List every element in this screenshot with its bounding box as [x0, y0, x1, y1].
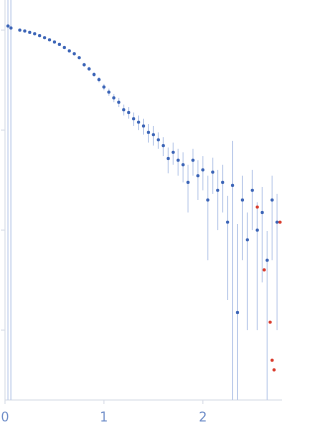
data-point — [171, 150, 175, 154]
data-point — [102, 85, 106, 89]
data-point — [211, 170, 215, 174]
data-point — [181, 163, 185, 167]
data-point — [216, 188, 220, 192]
data-point — [272, 368, 276, 372]
data-point — [117, 100, 121, 104]
data-point — [6, 24, 10, 28]
data-point — [62, 45, 66, 50]
data-point — [146, 130, 151, 134]
x-tick-label: 1 — [100, 411, 108, 426]
data-point — [112, 96, 116, 100]
data-point — [265, 258, 269, 262]
data-point — [52, 40, 57, 44]
data-point — [151, 133, 155, 137]
data-point — [186, 180, 190, 184]
x-tick-label: 0 — [1, 411, 9, 426]
data-point — [28, 30, 32, 34]
data-point — [206, 198, 210, 202]
data-point — [275, 220, 279, 224]
data-point — [38, 34, 42, 38]
data-point — [270, 198, 274, 202]
data-point — [127, 110, 131, 115]
data-point — [136, 120, 141, 124]
data-point — [97, 77, 101, 82]
data-point — [23, 29, 27, 33]
data-point — [278, 220, 282, 224]
data-point — [33, 32, 37, 36]
data-point — [166, 156, 170, 161]
data-point — [225, 220, 230, 224]
data-point — [191, 158, 195, 162]
data-point — [156, 138, 160, 142]
data-point — [221, 180, 225, 184]
data-point — [240, 198, 245, 202]
data-point — [262, 268, 266, 272]
data-point — [82, 63, 86, 67]
data-point — [230, 183, 235, 187]
x-tick-label: 2 — [199, 411, 207, 426]
data-point — [47, 38, 52, 42]
data-point — [141, 124, 146, 128]
data-point — [18, 28, 22, 32]
data-point — [235, 310, 240, 315]
data-point — [87, 67, 91, 71]
data-point — [67, 49, 71, 53]
data-point — [201, 168, 205, 172]
data-point — [57, 42, 62, 46]
data-point — [107, 90, 111, 94]
data-point — [250, 188, 254, 192]
data-point — [161, 143, 165, 148]
chart: 0 1 2 — [1, 0, 282, 426]
data-point — [176, 158, 180, 162]
data-point — [255, 228, 259, 232]
data-point — [132, 117, 136, 121]
data-point — [255, 205, 259, 209]
data-point — [260, 210, 264, 215]
data-point — [77, 56, 81, 60]
data-point — [270, 358, 274, 362]
data-point — [196, 174, 200, 178]
data-point — [9, 26, 13, 30]
data-point — [268, 320, 272, 324]
data-point — [92, 72, 96, 77]
data-point — [122, 108, 126, 112]
data-point — [42, 36, 47, 40]
data-point — [245, 238, 249, 242]
data-point — [72, 52, 76, 56]
